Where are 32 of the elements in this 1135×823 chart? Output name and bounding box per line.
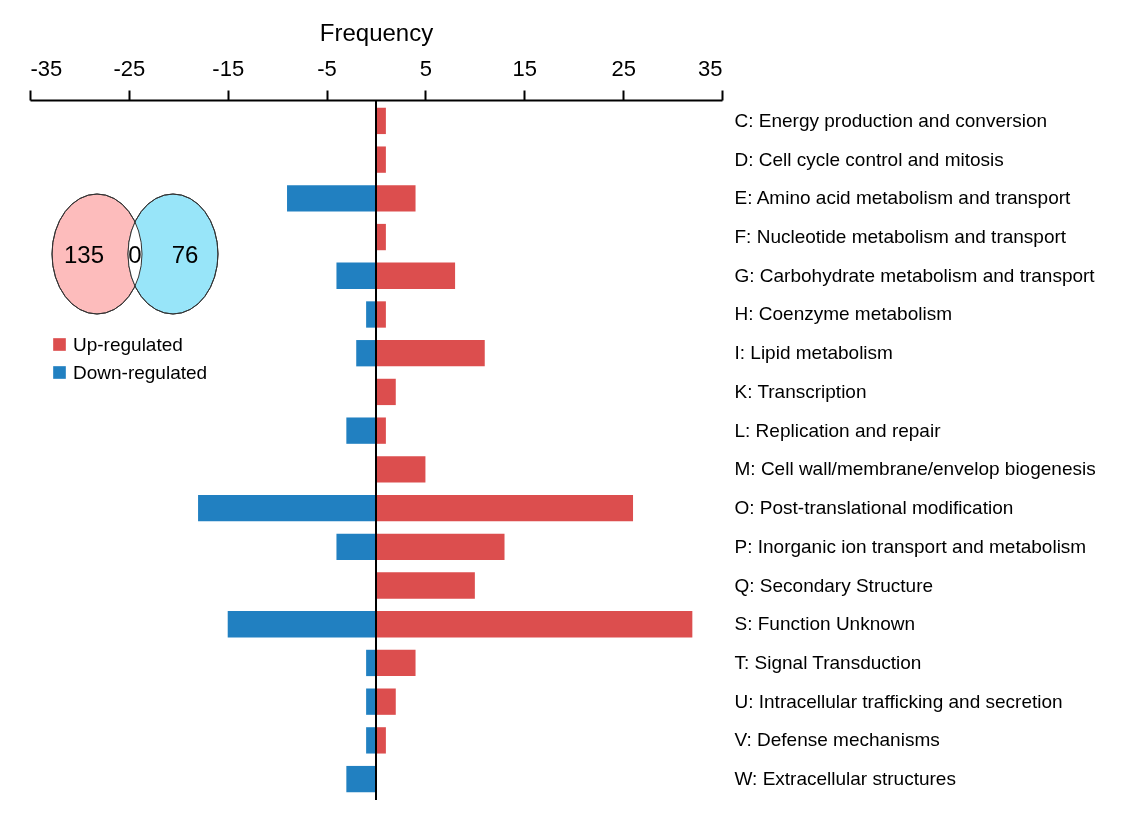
y-tick-label: F: Nucleotide metabolism and transport (734, 226, 1067, 248)
x-tick-label: 35 (698, 55, 723, 81)
y-tick-label: E: Amino acid metabolism and transport (734, 187, 1072, 209)
x-tick-label: -15 (212, 55, 245, 81)
legend-label: Up-regulated (73, 333, 183, 355)
y-tick-label: V: Defense mechanisms (734, 729, 940, 751)
x-tick-label: -35 (30, 55, 63, 81)
x-tick-label: 5 (419, 55, 433, 81)
x-tick-label: 15 (512, 55, 538, 81)
y-tick-label: P: Inorganic ion transport and metabolism (734, 535, 1087, 557)
y-tick-label: K: Transcription (734, 380, 867, 402)
legend-label: Down-regulated (73, 361, 208, 383)
y-tick-label: M: Cell wall/membrane/envelop biogenesis (734, 458, 1096, 480)
y-tick-label: O: Post-translational modification (734, 497, 1014, 519)
y-tick-label: C: Energy production and conversion (734, 109, 1048, 131)
y-tick-label: H: Coenzyme metabolism (734, 303, 953, 325)
annotation: 135 (63, 241, 105, 268)
y-tick-label: Q: Secondary Structure (734, 574, 934, 596)
y-tick-label: W: Extracellular structures (734, 768, 956, 790)
x-tick-label: -25 (113, 55, 146, 81)
y-tick-label: G: Carbohydrate metabolism and transport (734, 264, 1096, 286)
y-tick-label: L: Replication and repair (734, 419, 942, 441)
y-tick-label: D: Cell cycle control and mitosis (734, 148, 1004, 170)
x-tick-label: -5 (317, 55, 337, 81)
y-tick-label: T: Signal Transduction (734, 651, 922, 673)
y-tick-label: U: Intracellular trafficking and secretion (734, 690, 1063, 712)
annotation: 76 (171, 241, 199, 268)
x-axis-title: Frequency (319, 18, 434, 46)
x-tick-label: 25 (611, 55, 636, 81)
y-tick-label: I: Lipid metabolism (734, 342, 893, 364)
y-tick-label: S: Function Unknown (734, 613, 916, 635)
annotation: 0 (128, 241, 142, 268)
